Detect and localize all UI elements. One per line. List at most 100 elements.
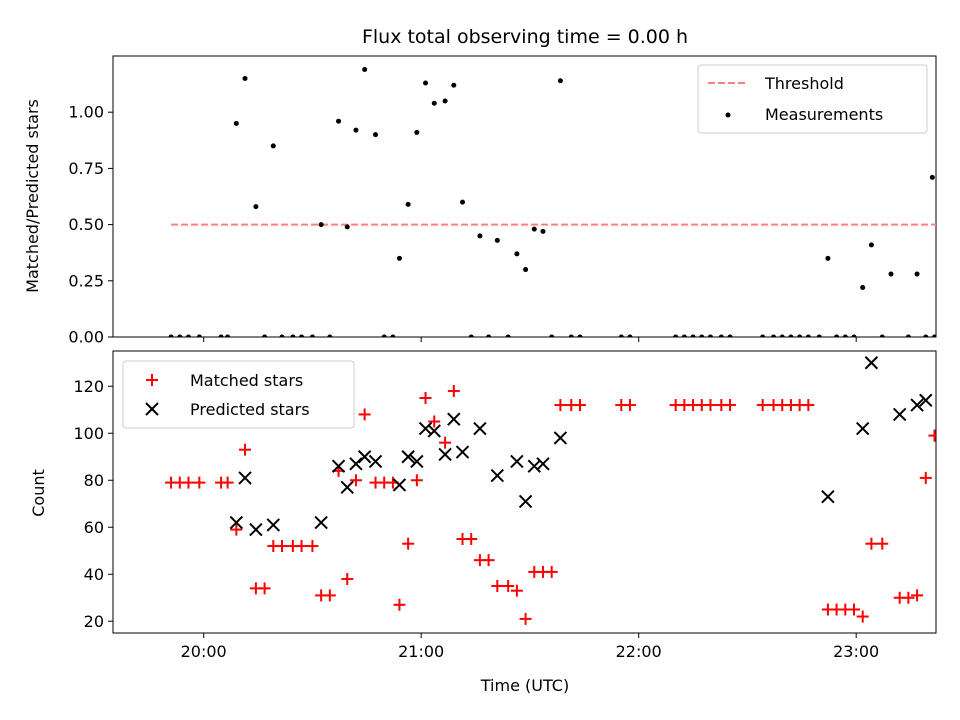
matched-star-point — [341, 572, 354, 585]
matched-star-point — [902, 591, 915, 604]
measurement-point — [486, 334, 492, 337]
y-tick-label: 0.75 — [68, 159, 104, 178]
x-tick-label: 22:00 — [616, 642, 662, 661]
predicted-star-point — [418, 421, 433, 436]
predicted-star-point — [266, 518, 281, 532]
measurement-point — [851, 334, 857, 337]
predicted-star-point — [238, 471, 252, 485]
matched-star-point — [573, 399, 586, 412]
measurement-point — [225, 334, 231, 337]
chart-title: Flux total observing time = 0.00 h — [362, 26, 688, 48]
predicted-star-point — [331, 459, 346, 473]
measurement-point — [327, 334, 333, 337]
measurement-point — [442, 98, 448, 104]
measurement-point — [788, 334, 794, 337]
measurement-point — [414, 129, 420, 135]
predicted-star-point — [368, 454, 383, 469]
bottom-y-axis-title: Count — [29, 469, 48, 517]
measurement-point — [681, 334, 687, 337]
y-tick-label: 100 — [73, 424, 104, 443]
measurement-point — [727, 334, 733, 337]
measurement-point — [842, 334, 848, 337]
measurement-point — [816, 334, 822, 337]
measurement-point — [396, 255, 402, 261]
measurement-point — [299, 334, 305, 337]
matched-star-point — [623, 399, 636, 412]
matched-star-point — [848, 603, 861, 616]
matched-star-point — [402, 537, 415, 550]
measurement-point — [309, 334, 315, 337]
matched-star-point — [554, 399, 567, 412]
measurement-point — [460, 199, 466, 205]
matched-star-point — [865, 537, 878, 550]
legend-matched-marker — [146, 374, 158, 386]
matched-star-point — [275, 540, 288, 553]
measurement-point — [477, 233, 483, 239]
measurement-point — [771, 334, 777, 337]
measurement-point — [523, 267, 529, 273]
data-layer — [165, 356, 936, 625]
predicted-star-point — [455, 445, 470, 459]
legend-matched-label: Matched stars — [190, 371, 303, 390]
top-legend-box — [697, 64, 928, 134]
y-tick-label: 0.25 — [68, 271, 104, 290]
measurement-point — [514, 251, 520, 257]
matched-star-point — [258, 582, 271, 595]
matched-star-point — [756, 399, 769, 412]
measurement-point — [253, 204, 259, 210]
measurement-point — [568, 334, 574, 337]
matched-star-point — [439, 436, 452, 449]
measurement-point — [779, 334, 785, 337]
bottom-legend: Matched stars Predicted stars — [122, 360, 355, 429]
predicted-star-point — [864, 356, 879, 370]
predicted-star-point — [473, 421, 487, 436]
measurement-point — [279, 334, 285, 337]
top-y-axis-title: Matched/Predicted stars — [23, 99, 42, 293]
measurement-point — [577, 334, 583, 337]
measurement-point — [362, 66, 368, 72]
measurement-point — [549, 334, 555, 337]
measurement-point — [929, 174, 935, 180]
predicted-star-point — [410, 454, 424, 469]
measurement-point — [344, 224, 350, 230]
measurement-point — [405, 201, 411, 207]
y-tick-label: 20 — [84, 612, 104, 631]
predicted-star-point — [510, 454, 524, 469]
measurement-point — [557, 78, 563, 84]
legend-measurements-marker — [725, 112, 731, 118]
measurement-point — [707, 334, 713, 337]
measurement-point — [336, 118, 342, 124]
measurement-point — [905, 334, 911, 337]
matched-star-point — [428, 415, 441, 428]
matched-star-point — [482, 554, 495, 567]
matched-star-point — [182, 476, 195, 489]
x-tick-label: 21:00 — [398, 642, 444, 661]
y-tick-label: 80 — [84, 471, 104, 490]
matched-star-point — [856, 610, 869, 623]
legend-predicted-marker — [145, 402, 159, 416]
matched-star-point — [410, 474, 423, 487]
matched-star-point — [519, 612, 532, 625]
measurement-point — [690, 334, 696, 337]
measurement-point — [233, 120, 239, 126]
matched-star-point — [295, 540, 308, 553]
matched-star-point — [306, 540, 319, 553]
measurement-point — [531, 226, 537, 232]
matched-star-point — [358, 408, 371, 421]
matched-star-point — [447, 384, 460, 397]
legend-threshold-label: Threshold — [764, 74, 844, 93]
predicted-star-point — [490, 468, 505, 483]
measurement-point — [868, 242, 874, 248]
measurement-point — [290, 334, 296, 337]
legend-predicted-label: Predicted stars — [190, 400, 310, 419]
measurement-point — [914, 271, 920, 277]
measurement-point — [540, 228, 546, 234]
measurement-point — [718, 334, 724, 337]
predicted-star-point — [919, 393, 933, 408]
measurement-point — [879, 334, 885, 337]
data-layer — [168, 66, 936, 337]
predicted-star-point — [821, 489, 835, 504]
top-legend: Threshold Measurements — [697, 64, 928, 134]
predicted-star-point — [229, 515, 244, 530]
